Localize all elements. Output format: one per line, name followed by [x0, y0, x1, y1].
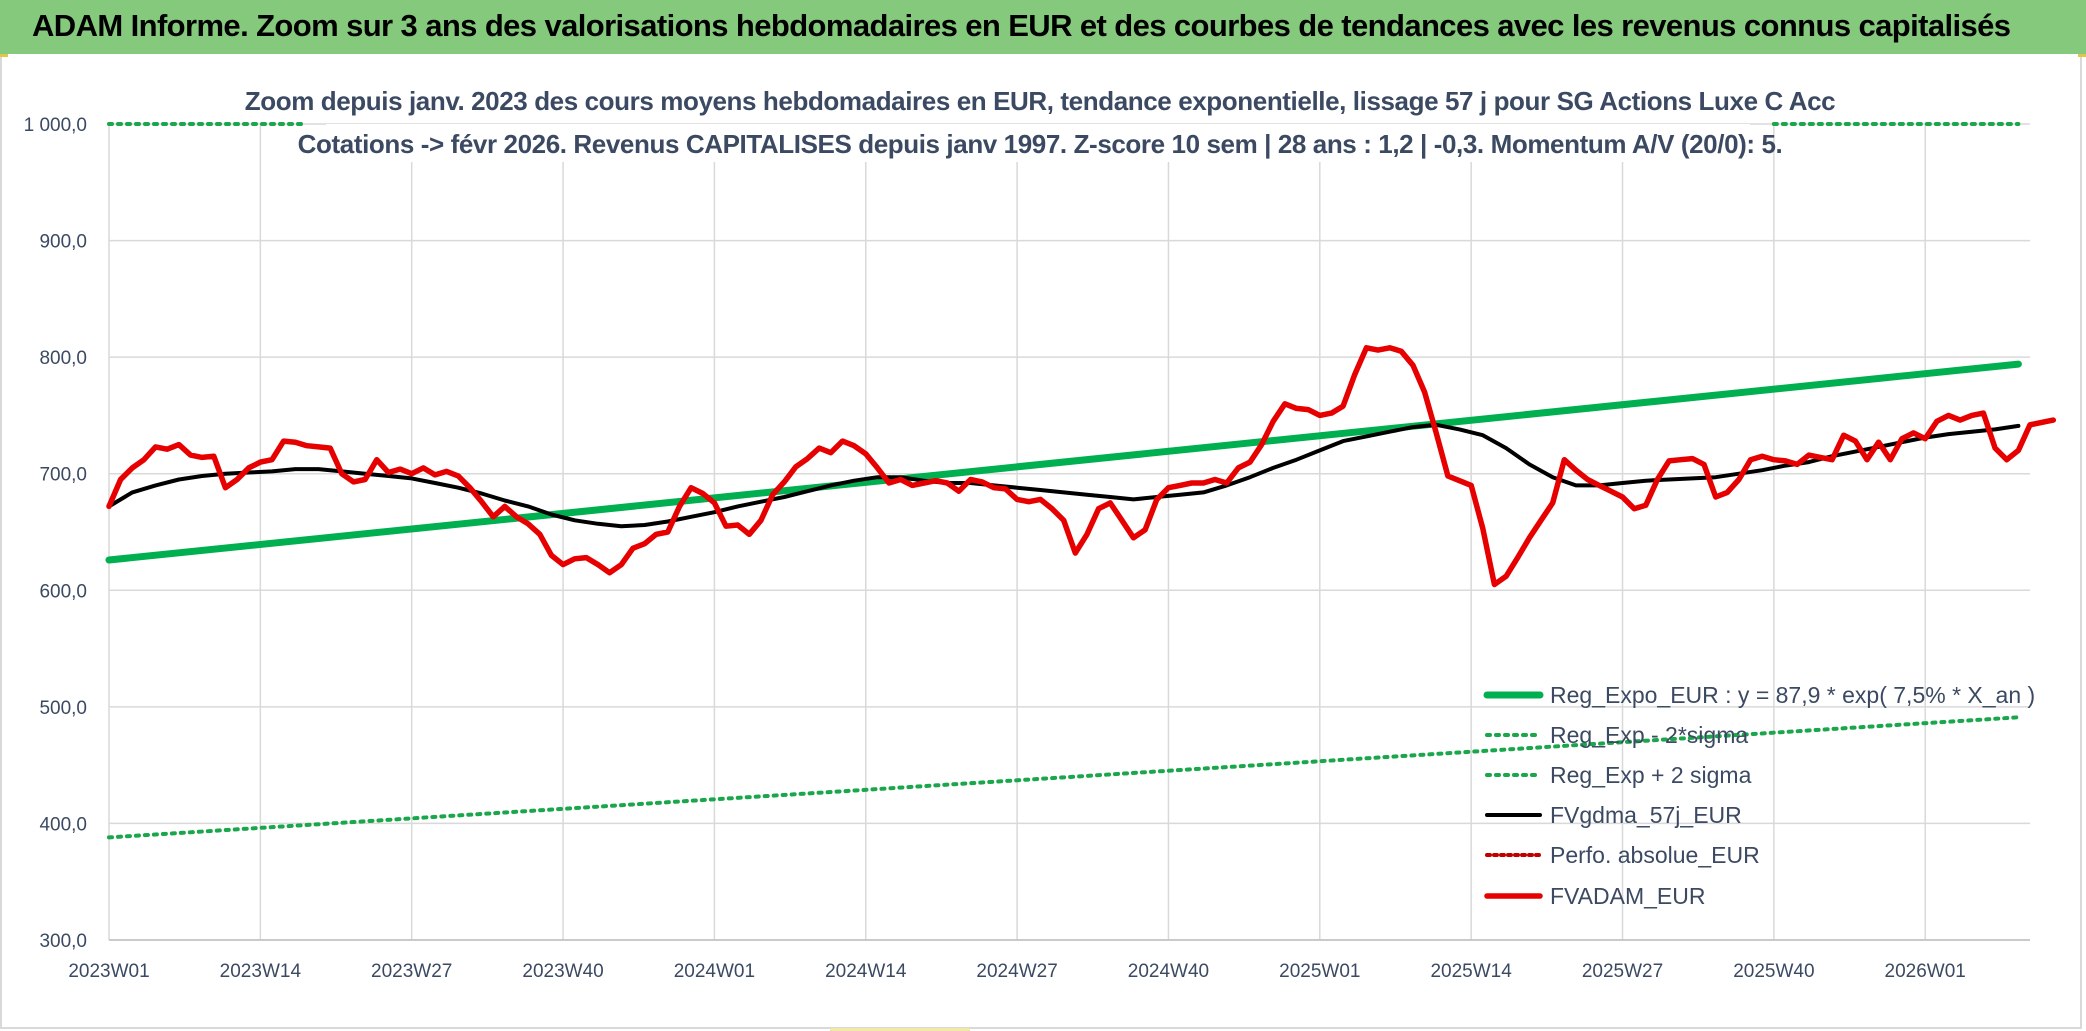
- chart-subtitle: Cotations -> févr 2026. Revenus CAPITALI…: [298, 129, 1783, 159]
- y-axis-ticks: 1 000,0 900,0 800,0 700,0 600,0 500,0 400,0 300…: [24, 115, 87, 952]
- legend-label-0: Reg_Expo_EUR : y = 87,9 * exp( 7,5% * X_…: [1550, 682, 2035, 708]
- frame-edge-bottom: [830, 1028, 970, 1031]
- x-tick-label: 2025W14: [1430, 961, 1512, 982]
- series-reg-expo: [105, 360, 2022, 564]
- legend-label-3: FVgdma_57j_EUR: [1550, 802, 1742, 828]
- legend-label-5: FVADAM_EUR: [1550, 883, 1706, 909]
- report-title: ADAM Informe. Zoom sur 3 ans des valoris…: [32, 8, 2011, 43]
- x-tick-label: 2025W01: [1279, 961, 1360, 982]
- x-tick-label: 2026W01: [1885, 961, 1966, 982]
- x-tick-label: 2023W01: [68, 961, 149, 982]
- chart-subtitle-background: [326, 124, 1750, 162]
- x-tick-label: 2024W01: [674, 961, 755, 982]
- chart-title-background: [296, 80, 1780, 118]
- y-tick-label: 300,0: [39, 931, 87, 952]
- y-tick-label: 800,0: [39, 348, 87, 369]
- x-tick-label: 2025W27: [1582, 961, 1663, 982]
- legend: Reg_Expo_EUR : y = 87,9 * exp( 7,5% * X_…: [1483, 682, 2035, 909]
- x-tick-label: 2023W14: [220, 961, 302, 982]
- y-tick-label: 500,0: [39, 698, 87, 719]
- x-tick-label: 2023W40: [522, 961, 603, 982]
- series-reg-exp: [107, 715, 2021, 840]
- y-tick-label: 600,0: [39, 581, 87, 602]
- y-tick-label: 700,0: [39, 465, 87, 486]
- frame-corner-right: [2078, 54, 2086, 57]
- x-tick-label: 2024W14: [825, 961, 907, 982]
- series-fvadam-eur: [106, 345, 2057, 588]
- x-tick-label: 2025W40: [1733, 961, 1814, 982]
- chart-frame: [0, 54, 2082, 1029]
- x-axis-ticks: 2023W01 2023W14 2023W27 2023W40 2024W01 2024W…: [68, 961, 1966, 982]
- x-tick-label: 2023W27: [371, 961, 452, 982]
- y-tick-label: 400,0: [39, 814, 87, 835]
- chart-title: Zoom depuis janv. 2023 des cours moyens …: [245, 86, 1835, 116]
- series-fvgdma-57j: [107, 422, 2021, 529]
- legend-label-2: Reg_Exp + 2 sigma: [1550, 762, 1752, 788]
- y-tick-label: 900,0: [39, 232, 87, 253]
- legend-label-1: Reg_Exp - 2*sigma: [1550, 722, 1748, 748]
- x-tick-label: 2024W40: [1128, 961, 1209, 982]
- series-layer: [105, 122, 2057, 840]
- y-tick-label: 1 000,0: [24, 115, 87, 136]
- x-tick-label: 2024W27: [976, 961, 1057, 982]
- legend-label-4: Perfo. absolue_EUR: [1550, 842, 1760, 868]
- title-banner: ADAM Informe. Zoom sur 3 ans des valoris…: [0, 0, 2086, 54]
- frame-corner-left: [0, 54, 8, 57]
